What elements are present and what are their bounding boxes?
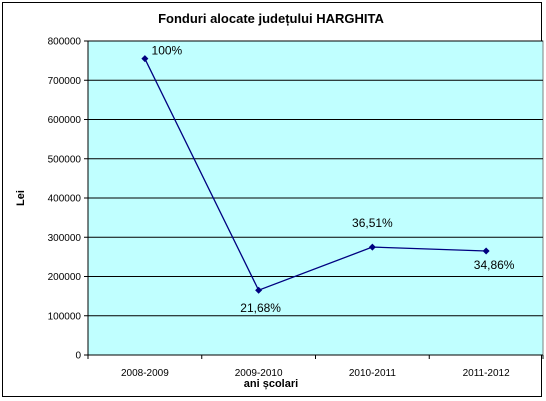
- data-label: 36,51%: [352, 216, 393, 230]
- y-tick-label: 800000: [48, 37, 82, 48]
- data-point-marker: [482, 247, 490, 255]
- y-axis-ticks: 0 100000 200000 300000 400000 500000 600000 700…: [48, 37, 88, 362]
- data-labels: 100% 21,68% 36,51% 34,86%: [152, 44, 515, 316]
- y-tick-label: 100000: [48, 311, 82, 322]
- series: [141, 55, 490, 294]
- x-tick-label: 2011-2012: [463, 368, 511, 379]
- data-label: 34,86%: [474, 258, 515, 272]
- y-tick-label: 700000: [48, 76, 82, 87]
- y-tick-label: 200000: [48, 272, 82, 283]
- data-label: 21,68%: [240, 301, 281, 315]
- data-point-marker: [255, 286, 263, 294]
- x-tick-label: 2009-2010: [235, 368, 283, 379]
- gridlines: [88, 40, 543, 317]
- x-tick-label: 2010-2011: [349, 368, 397, 379]
- y-tick-label: 500000: [48, 154, 82, 165]
- chart-title: Fonduri alocate județului HARGHITA: [158, 11, 384, 26]
- x-axis-ticks: 2008-2009 2009-2010 2010-2011 2011-2012: [87, 355, 544, 379]
- x-tick-label: 2008-2009: [121, 368, 169, 379]
- data-point-marker: [368, 243, 376, 251]
- y-tick-label: 0: [75, 351, 81, 362]
- y-tick-label: 600000: [48, 115, 82, 126]
- series-line: [144, 58, 487, 292]
- y-axis-title: Lei: [15, 190, 27, 206]
- data-label: 100%: [152, 44, 183, 58]
- x-axis-title: ani școlari: [244, 378, 298, 390]
- y-tick-label: 400000: [48, 194, 82, 205]
- y-tick-label: 300000: [48, 233, 82, 244]
- data-point-marker: [141, 55, 149, 63]
